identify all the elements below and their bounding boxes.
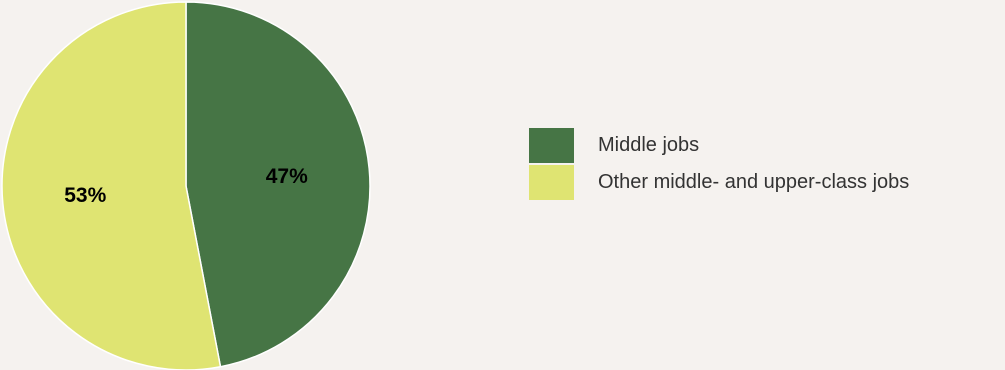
- legend-item-other-jobs: Other middle- and upper-class jobs: [529, 164, 909, 201]
- legend-item-middle-jobs: Middle jobs: [529, 127, 909, 164]
- legend-swatch-other-jobs: [529, 165, 574, 200]
- slice-value-label-middle-jobs: 47%: [266, 165, 308, 188]
- legend-label-middle-jobs: Middle jobs: [598, 134, 700, 156]
- pie-slices: [1, 1, 371, 370]
- legend: Middle jobs Other middle- and upper-clas…: [529, 127, 909, 201]
- pie-slice-labels: 47% 53%: [64, 165, 308, 207]
- pie-slice-middle-jobs: [185, 1, 371, 368]
- legend-swatch-middle-jobs: [529, 128, 574, 163]
- pie-slice-other-jobs: [1, 1, 222, 370]
- slice-value-label-other-jobs: 53%: [64, 184, 106, 207]
- legend-label-other-jobs: Other middle- and upper-class jobs: [598, 171, 910, 193]
